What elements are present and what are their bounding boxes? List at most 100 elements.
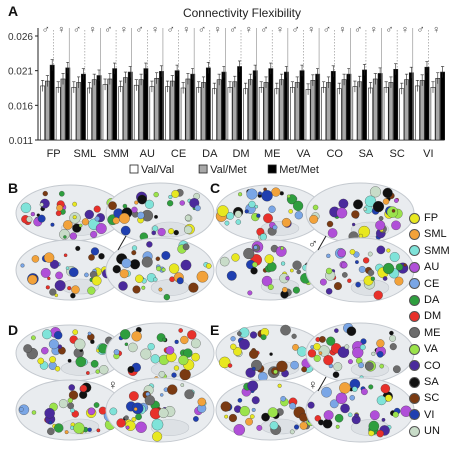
- network-node: [131, 250, 137, 256]
- bar: [185, 78, 191, 141]
- bar: [258, 87, 264, 141]
- network-node: [352, 386, 358, 392]
- bar: [165, 86, 170, 141]
- network-node: [334, 413, 344, 423]
- female-symbol: ♀: [245, 24, 253, 36]
- network-node: [281, 217, 291, 228]
- bar: [383, 87, 389, 141]
- network-node: [91, 275, 102, 286]
- network-node: [179, 200, 185, 206]
- x-tick-label: VA: [297, 148, 312, 160]
- legend-label: Val/Met: [210, 164, 246, 176]
- network-node: [261, 275, 273, 287]
- network-node: [371, 351, 376, 356]
- network-node: [386, 248, 391, 253]
- network-node: [63, 235, 67, 239]
- legend-swatch: [129, 164, 139, 174]
- network-node: [158, 287, 163, 292]
- panel-slash: [317, 376, 327, 392]
- network-node: [313, 343, 321, 351]
- network-node: [88, 254, 95, 261]
- bar: [201, 82, 206, 141]
- legend-label: Met/Met: [279, 164, 319, 176]
- network-node: [292, 260, 302, 270]
- network-node: [307, 401, 315, 409]
- network-node: [54, 280, 66, 292]
- network-node: [140, 348, 152, 360]
- network-node: [54, 293, 59, 298]
- bar: [205, 67, 211, 141]
- network-node: [152, 431, 163, 442]
- network-node: [95, 223, 107, 234]
- female-symbol: ♀: [276, 24, 284, 36]
- network-node: [70, 293, 76, 299]
- network-label: VI: [424, 408, 435, 421]
- bar: [388, 82, 394, 141]
- network-node: [167, 384, 178, 395]
- panel-label-b: B: [8, 180, 19, 196]
- network-node: [87, 427, 92, 432]
- bar: [430, 87, 436, 141]
- x-tick-label: SML: [74, 148, 97, 160]
- network-node: [282, 287, 288, 293]
- network-legend-item: ME: [409, 325, 441, 341]
- network-node: [178, 355, 189, 366]
- network-node: [73, 422, 85, 434]
- y-tick-label: 0.011: [9, 136, 34, 147]
- bar: [174, 70, 180, 141]
- network-node: [188, 282, 199, 293]
- network-node: [323, 355, 334, 366]
- bar: [44, 80, 50, 141]
- network-node: [326, 336, 336, 346]
- network-node: [389, 343, 397, 351]
- female-symbol: ♀: [120, 24, 128, 36]
- network-node: [243, 247, 255, 260]
- network-node: [379, 363, 384, 369]
- network-node: [180, 335, 189, 345]
- network-node: [98, 253, 105, 260]
- bar: [227, 87, 233, 141]
- network-node: [55, 210, 62, 217]
- network-node: [197, 397, 207, 407]
- bar: [290, 87, 295, 141]
- network-node: [294, 211, 303, 220]
- bar: [60, 78, 66, 141]
- x-tick-label: DM: [232, 148, 249, 160]
- network-node: [90, 339, 95, 344]
- network-node: [247, 290, 253, 296]
- network-node: [314, 415, 322, 422]
- network-node: [327, 228, 338, 238]
- network-node: [335, 392, 348, 405]
- bar: [372, 78, 378, 141]
- network-node: [124, 342, 129, 347]
- network-node: [219, 356, 231, 369]
- network-node: [394, 198, 399, 203]
- network-node: [84, 272, 89, 278]
- network-node: [141, 285, 146, 290]
- network-node: [276, 360, 288, 373]
- network-color-dot: [409, 425, 420, 437]
- network-node: [239, 405, 250, 417]
- network-node: [271, 187, 281, 197]
- network-node: [367, 269, 375, 276]
- x-tick-label: CO: [326, 148, 343, 160]
- network-node: [226, 212, 235, 220]
- x-tick-label: VI: [423, 148, 433, 160]
- network-node: [363, 207, 367, 212]
- network-node: [112, 217, 120, 225]
- network-node: [320, 278, 327, 286]
- network-node: [256, 213, 261, 218]
- panel-sex-symbol: ♀: [308, 377, 318, 392]
- network-node: [335, 424, 340, 429]
- network-node: [98, 406, 107, 415]
- network-node: [273, 369, 278, 375]
- brain-cerebellum: [260, 221, 300, 236]
- bar: [404, 79, 409, 141]
- network-node: [354, 413, 359, 418]
- network-node: [301, 366, 307, 373]
- network-legend-item: VA: [409, 341, 438, 357]
- female-symbol: ♀: [338, 24, 346, 36]
- network-node: [167, 200, 174, 207]
- network-node: [162, 337, 167, 342]
- network-node: [23, 344, 33, 353]
